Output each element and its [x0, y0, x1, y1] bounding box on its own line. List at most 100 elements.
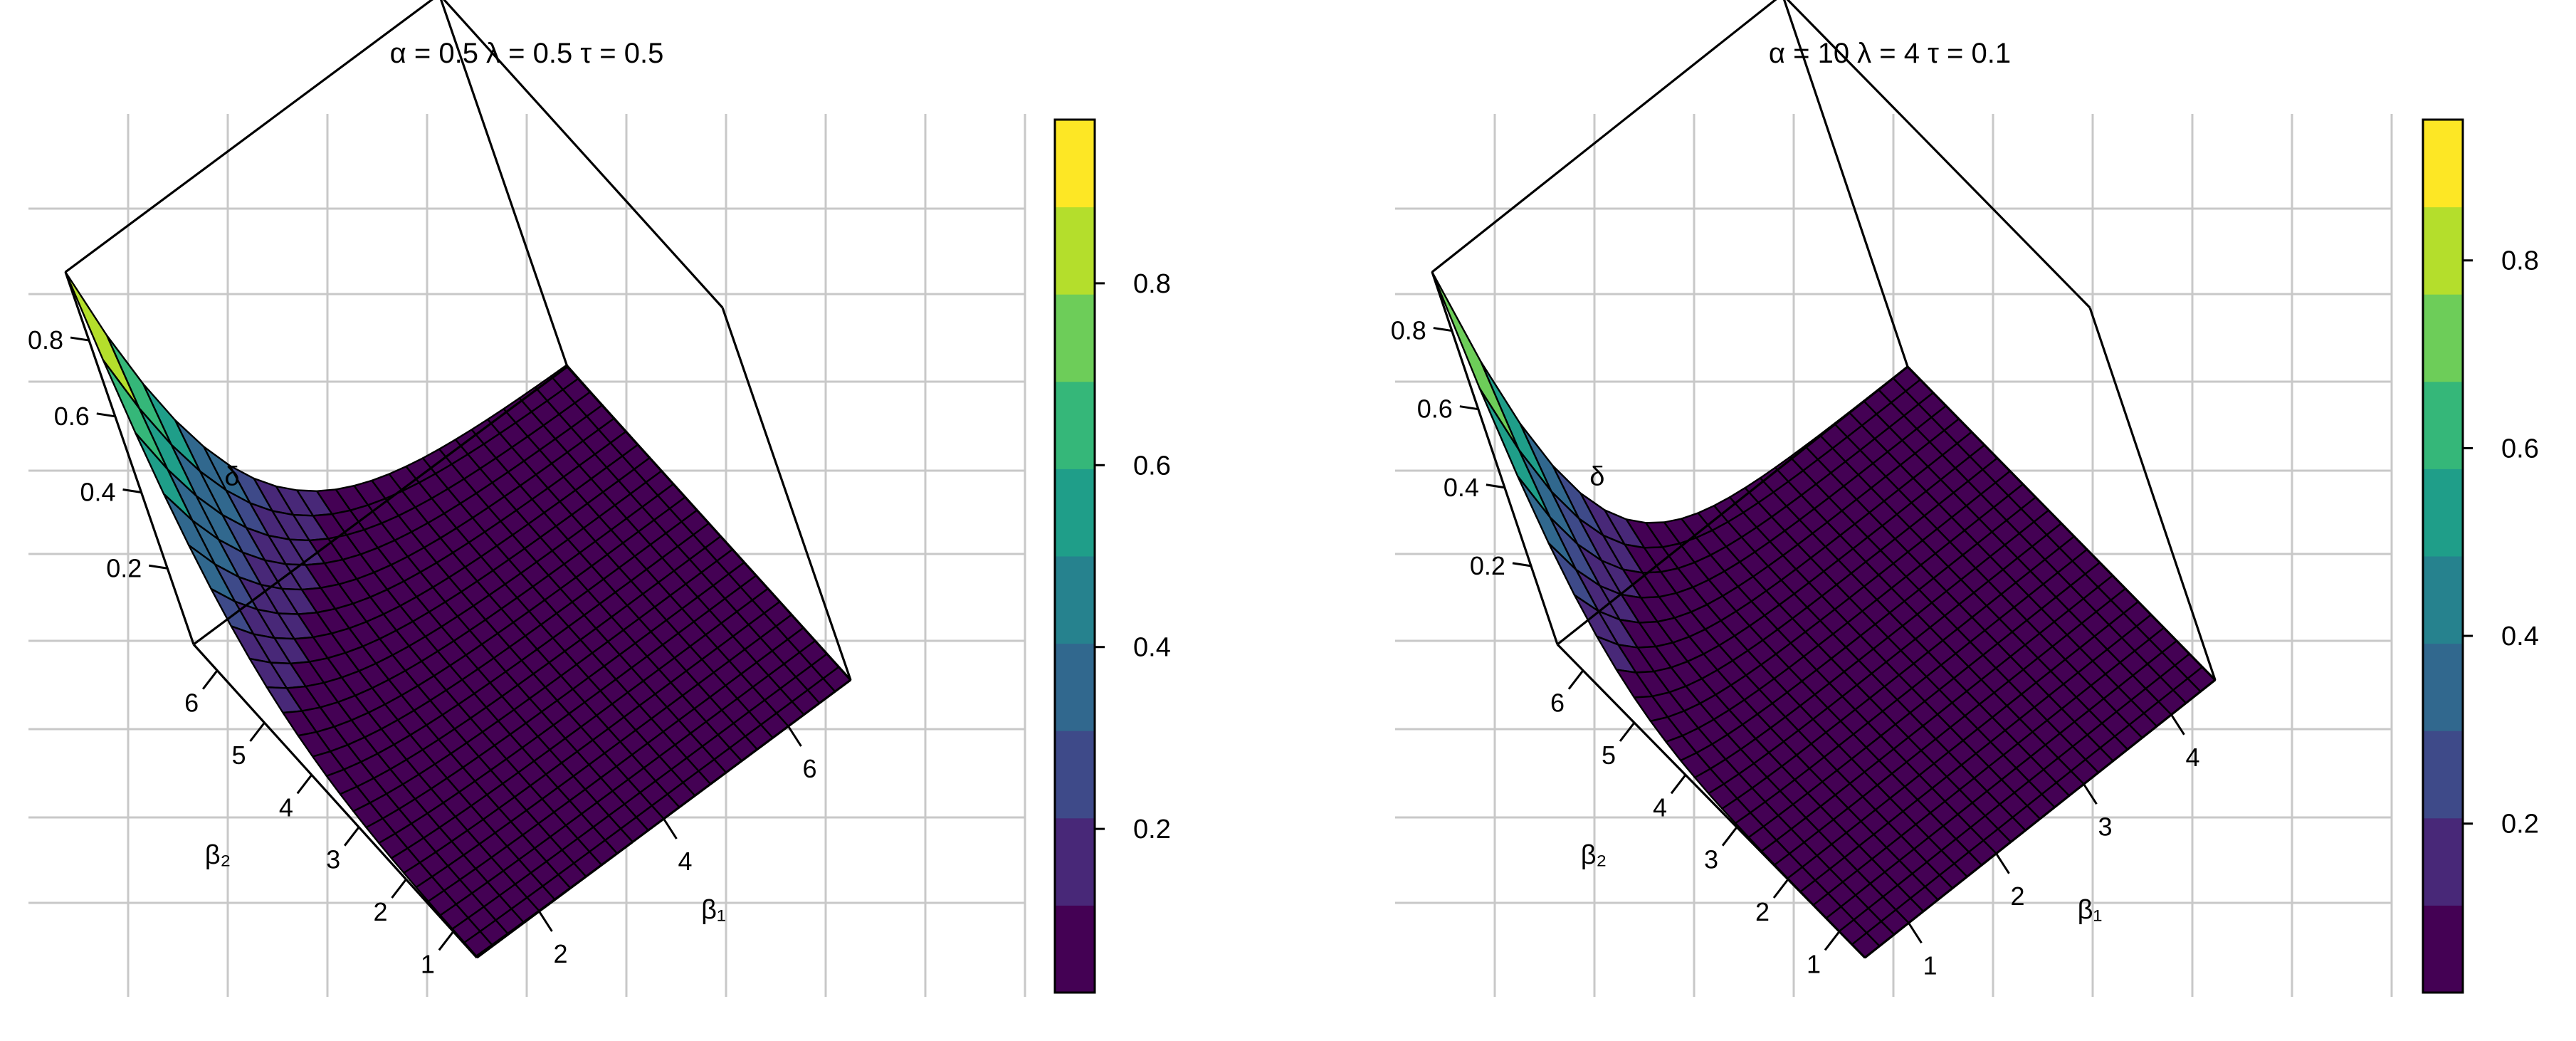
x-tick-label: 3 — [2098, 812, 2112, 841]
x-tick-label: 2 — [553, 939, 567, 968]
z-tick — [1459, 405, 1479, 411]
colorbar-swatch — [1055, 817, 1095, 906]
colorbar-tick-label: 0.6 — [1133, 451, 1171, 481]
x-tick — [1995, 852, 2010, 874]
colorbar-swatch — [1055, 469, 1095, 557]
surface-plot-right: α = 10 λ = 4 τ = 0.1 1234β₁123456β₂0.20.… — [1391, 0, 2539, 997]
box-edge — [1556, 643, 1866, 959]
y-tick — [1567, 669, 1584, 690]
colorbar-swatch — [1055, 556, 1095, 644]
box-edge — [443, 0, 724, 309]
colorbar: 0.2 0.4 0.6 0.8 — [1053, 118, 1171, 994]
box-edge — [566, 365, 852, 681]
y-tick-label: 3 — [1704, 845, 1718, 874]
y-tick — [201, 669, 219, 690]
box-edge — [440, 0, 569, 367]
x-axis-label: β₁ — [701, 895, 726, 925]
z-tick-label: 0.4 — [80, 478, 115, 507]
y-tick-label: 4 — [279, 792, 293, 822]
colorbar-swatch — [2423, 817, 2463, 906]
plot-title: α = 10 λ = 4 τ = 0.1 — [1769, 38, 2011, 69]
y-axis-label: β₂ — [1581, 840, 1607, 870]
colorbar-swatch — [1055, 381, 1095, 469]
colorbar-swatch — [1055, 206, 1095, 295]
colorbar-swatch — [2423, 120, 2463, 208]
y-tick-label: 2 — [1755, 897, 1770, 926]
box-edge — [192, 643, 478, 959]
y-tick — [296, 774, 313, 795]
colorbar-swatch — [2423, 469, 2463, 557]
colorbar-tick-label: 0.2 — [1133, 815, 1171, 844]
colorbar-swatch — [1055, 905, 1095, 993]
box-edge — [193, 365, 568, 646]
colorbar-swatch — [2423, 731, 2463, 819]
z-tick — [1433, 327, 1453, 333]
box-edge — [1864, 679, 2216, 959]
z-tick-label: 0.8 — [28, 325, 63, 355]
colorbar-border — [1053, 118, 1096, 994]
z-tick — [70, 336, 90, 342]
x-axis-label: β₁ — [2078, 895, 2103, 925]
box-edge — [1431, 271, 1559, 645]
x-tick — [2170, 713, 2185, 736]
colorbar-swatch — [1055, 294, 1095, 382]
colorbar-swatch — [2423, 294, 2463, 382]
z-tick-label: 0.4 — [1444, 473, 1479, 502]
colorbar-swatch — [2423, 206, 2463, 295]
box-edge — [65, 0, 433, 273]
y-tick — [1670, 774, 1687, 795]
x-tick-label: 4 — [2185, 743, 2199, 772]
colorbar: 0.2 0.4 0.6 0.8 — [2422, 118, 2539, 994]
y-tick-label: 1 — [421, 949, 435, 978]
colorbar-swatch — [2423, 643, 2463, 731]
plot-title: α = 0.5 λ = 0.5 τ = 0.5 — [390, 38, 664, 69]
box-edge — [1906, 365, 2217, 681]
z-tick — [149, 564, 168, 570]
x-tick — [1908, 922, 1923, 944]
z-tick-label: 0.6 — [1417, 394, 1453, 424]
z-axis-label: δ — [224, 462, 239, 492]
box-edge — [721, 307, 852, 681]
colorbar-border — [2422, 118, 2464, 994]
z-tick — [1512, 562, 1532, 567]
y-tick-label: 4 — [1653, 792, 1667, 822]
box-edge — [1783, 0, 1909, 367]
z-tick-label: 0.2 — [1470, 551, 1505, 580]
z-tick — [1486, 483, 1505, 489]
box-edge — [2088, 307, 2217, 681]
x-tick-label: 1 — [1923, 951, 1937, 980]
surface-plot-left: α = 0.5 λ = 0.5 τ = 0.5 2 4 6 β₁ 1 2 3 4 5 6 β₂ 0.2… — [28, 0, 1171, 997]
x-tick — [787, 726, 802, 747]
z-axis-label: δ — [1589, 462, 1604, 492]
colorbar-tick-label: 0.2 — [2501, 810, 2539, 839]
z-tick-label: 0.6 — [54, 402, 90, 431]
y-tick — [438, 931, 455, 951]
box-edge — [1431, 0, 1777, 273]
z-tick-label: 0.8 — [1391, 316, 1426, 345]
x-tick — [538, 911, 553, 932]
colorbar-swatch — [2423, 905, 2463, 993]
y-tick-label: 2 — [373, 897, 387, 926]
y-tick — [1619, 722, 1636, 742]
colorbar-swatch — [1055, 731, 1095, 819]
y-tick — [1772, 879, 1789, 899]
x-tick-label: 4 — [678, 847, 692, 876]
colorbar-swatch — [1055, 643, 1095, 731]
colorbar-swatch — [1055, 120, 1095, 208]
y-tick-label: 3 — [326, 845, 340, 874]
y-tick-label: 5 — [1602, 741, 1616, 770]
colorbar-swatch — [2423, 381, 2463, 469]
colorbar-tick-label: 0.4 — [1133, 633, 1171, 663]
y-tick — [249, 722, 266, 742]
y-tick-label: 6 — [1550, 689, 1565, 718]
colorbar-swatch — [2423, 556, 2463, 644]
colorbar-tick-label: 0.8 — [2501, 246, 2539, 276]
y-tick — [1721, 826, 1738, 847]
box-edge — [64, 271, 195, 645]
x-tick-label: 2 — [2010, 882, 2024, 911]
box-edge — [1786, 0, 2091, 309]
y-tick-label: 6 — [184, 689, 199, 718]
y-axis-label: β₂ — [205, 840, 231, 870]
colorbar-tick-label: 0.4 — [2501, 622, 2539, 652]
